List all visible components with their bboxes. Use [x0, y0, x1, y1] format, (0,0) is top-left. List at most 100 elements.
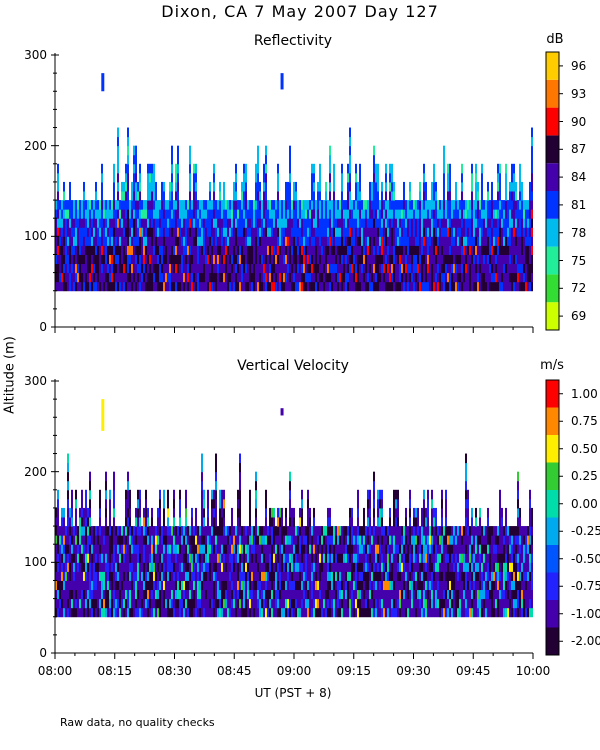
- heatmap-cell: [419, 272, 421, 283]
- heatmap-cell: [145, 526, 147, 536]
- heatmap-cell: [341, 200, 343, 210]
- heatmap-cell: [309, 535, 311, 545]
- heatmap-cell: [75, 526, 77, 536]
- heatmap-cell: [125, 517, 127, 527]
- heatmap-cell: [469, 209, 471, 219]
- heatmap-cell: [435, 553, 437, 563]
- heatmap-cell: [57, 245, 59, 255]
- heatmap-cell: [519, 172, 521, 183]
- heatmap-cell: [513, 272, 515, 283]
- heatmap-cell: [213, 191, 215, 201]
- heatmap-cell: [273, 263, 275, 274]
- heatmap-cell: [139, 562, 141, 572]
- heatmap-cell: [81, 498, 83, 509]
- heatmap-cell: [441, 209, 443, 219]
- heatmap-cell: [379, 489, 381, 500]
- heatmap-cell: [183, 227, 185, 237]
- heatmap-cell: [77, 580, 79, 591]
- heatmap-cell: [399, 544, 401, 554]
- heatmap-cell: [215, 254, 217, 265]
- heatmap-cell: [355, 272, 357, 283]
- heatmap-cell: [221, 200, 223, 210]
- heatmap-cell: [157, 580, 159, 591]
- heatmap-cell: [503, 254, 505, 265]
- heatmap-cell: [61, 245, 63, 255]
- heatmap-cell: [139, 517, 141, 527]
- heatmap-cell: [367, 535, 369, 545]
- heatmap-cell: [291, 571, 293, 581]
- heatmap-cell: [133, 200, 135, 210]
- heatmap-cell: [89, 200, 91, 210]
- heatmap-cell: [125, 580, 127, 591]
- heatmap-cell: [499, 200, 501, 210]
- heatmap-cell: [69, 544, 71, 554]
- heatmap-cell: [487, 263, 489, 274]
- heatmap-cell: [63, 553, 65, 563]
- heatmap-cell: [195, 272, 197, 283]
- heatmap-cell: [209, 200, 211, 210]
- heatmap-cell: [483, 227, 485, 237]
- heatmap-cell: [115, 218, 117, 228]
- heatmap-cell: [187, 263, 189, 274]
- heatmap-cell: [383, 535, 385, 545]
- heatmap-cell: [191, 236, 193, 246]
- heatmap-cell: [287, 181, 289, 192]
- heatmap-cell: [83, 544, 85, 554]
- heatmap-cell: [157, 535, 159, 545]
- heatmap-cell: [219, 535, 221, 545]
- heatmap-cell: [209, 589, 211, 600]
- heatmap-cell: [365, 200, 367, 210]
- heatmap-cell: [325, 218, 327, 228]
- heatmap-cell: [187, 254, 189, 265]
- heatmap-cell: [281, 200, 283, 210]
- heatmap-cell: [65, 281, 67, 292]
- heatmap-cell: [293, 507, 295, 518]
- heatmap-cell: [373, 562, 375, 572]
- heatmap-cell: [347, 272, 349, 283]
- heatmap-cell: [345, 553, 347, 563]
- heatmap-cell: [145, 544, 147, 554]
- heatmap-cell: [317, 598, 319, 609]
- heatmap-cell: [135, 254, 137, 265]
- heatmap-cell: [463, 281, 465, 292]
- heatmap-cell: [283, 553, 285, 563]
- heatmap-cell: [301, 489, 303, 500]
- heatmap-cell: [177, 580, 179, 591]
- heatmap-cell: [507, 227, 509, 237]
- heatmap-cell: [513, 281, 515, 292]
- heatmap-cell: [213, 254, 215, 265]
- heatmap-cell: [141, 607, 143, 618]
- heatmap-cell: [55, 507, 57, 518]
- heatmap-cell: [403, 181, 405, 192]
- heatmap-cell: [273, 200, 275, 210]
- heatmap-cell: [141, 598, 143, 609]
- heatmap-cell: [199, 254, 201, 265]
- heatmap-cell: [481, 281, 483, 292]
- heatmap-cell: [307, 544, 309, 554]
- heatmap-cell: [139, 200, 141, 210]
- heatmap-cell: [147, 227, 149, 237]
- heatmap-cell: [235, 163, 237, 174]
- heatmap-cell: [213, 535, 215, 545]
- heatmap-cell: [209, 254, 211, 265]
- heatmap-cell: [261, 218, 263, 228]
- heatmap-cell: [95, 526, 97, 536]
- heatmap-cell: [385, 526, 387, 536]
- heatmap-cell: [249, 571, 251, 581]
- heatmap-cell: [237, 562, 239, 572]
- heatmap-cell: [127, 498, 129, 509]
- heatmap-cell: [253, 571, 255, 581]
- heatmap-cell: [287, 236, 289, 246]
- heatmap-cell: [97, 263, 99, 274]
- heatmap-cell: [113, 263, 115, 274]
- heatmap-cell: [511, 200, 513, 210]
- heatmap-cell: [239, 498, 241, 509]
- heatmap-cell: [491, 272, 493, 283]
- heatmap-cell: [413, 272, 415, 283]
- heatmap-cell: [407, 589, 409, 600]
- heatmap-cell: [435, 607, 437, 618]
- heatmap-cell: [229, 598, 231, 609]
- heatmap-cell: [345, 562, 347, 572]
- heatmap-cell: [349, 154, 351, 165]
- heatmap-cell: [465, 236, 467, 246]
